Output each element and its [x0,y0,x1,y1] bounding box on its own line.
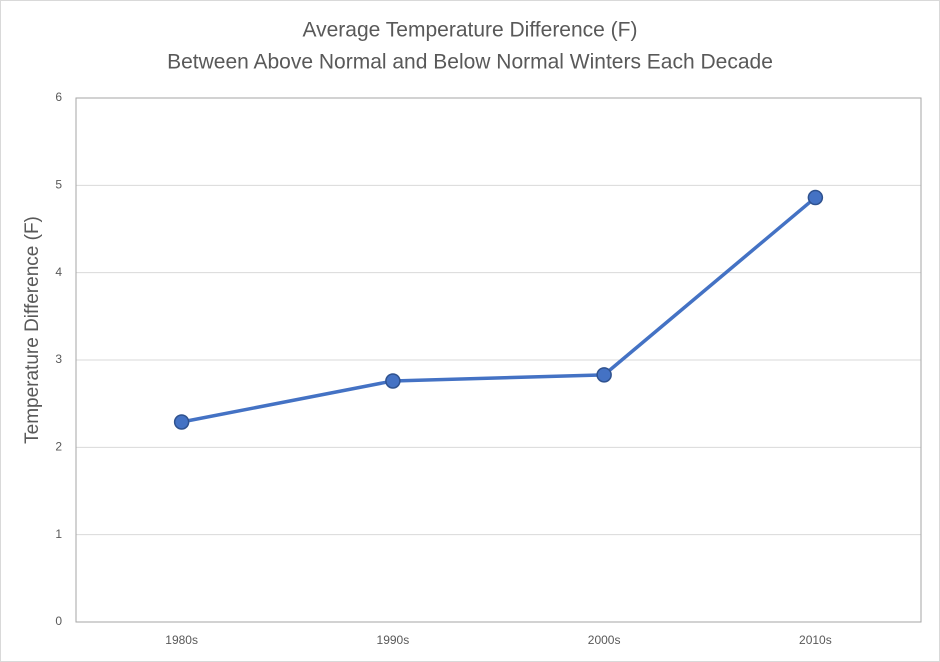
y-tick-label: 6 [55,90,62,104]
x-tick-label: 2010s [799,633,832,647]
x-tick-label: 1980s [165,633,198,647]
y-axis-title: Temperature Difference (F) [22,216,43,444]
y-tick-label: 1 [55,527,62,541]
y-tick-label: 3 [55,352,62,366]
y-tick-label: 0 [55,614,62,628]
data-point [173,414,190,430]
y-tick-label: 2 [55,440,62,454]
x-tick-label: 1990s [377,633,410,647]
x-tick-label: 2000s [588,633,621,647]
data-point [385,373,401,389]
y-tick-label: 5 [55,178,62,192]
y-tick-label: 4 [55,265,62,279]
series-line [181,196,817,424]
data-point [807,189,824,206]
data-point [596,367,612,383]
plot-border [75,97,922,623]
chart-title: Between Above Normal and Below Normal Wi… [167,51,773,74]
chart-title: Average Temperature Difference (F) [303,19,638,42]
